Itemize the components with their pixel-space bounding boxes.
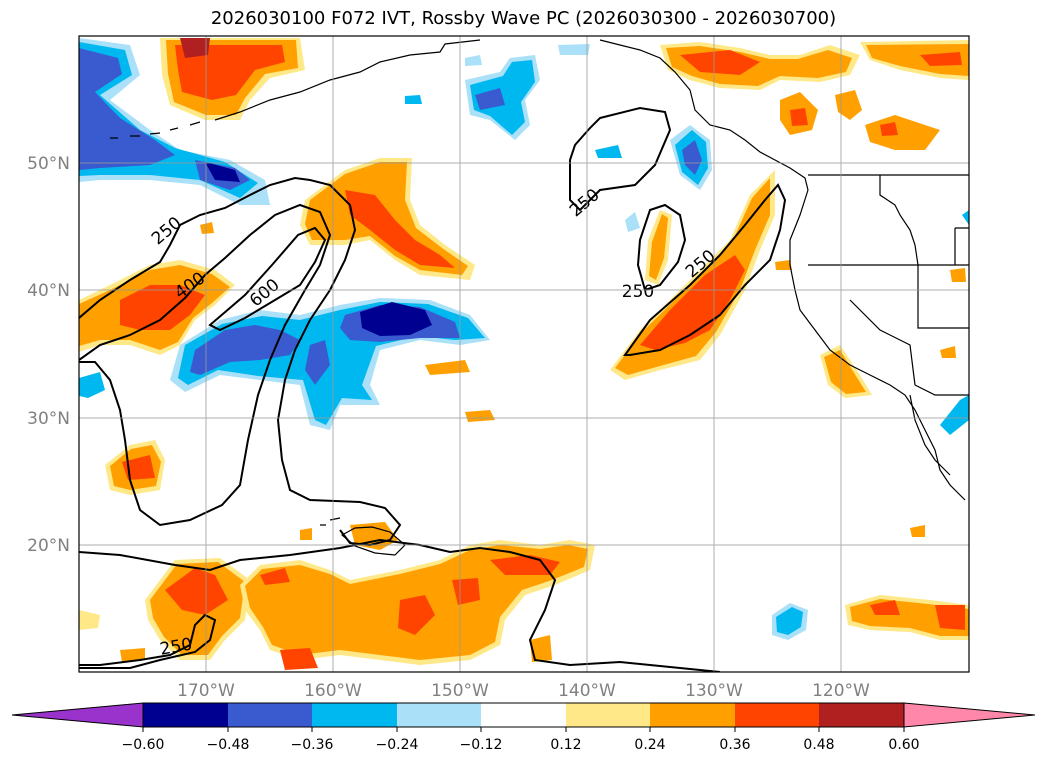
colorbar-tick-label: −0.12 <box>460 737 503 753</box>
lat-label-40n: 40°N <box>27 281 70 301</box>
colorbar-segment <box>397 703 481 727</box>
colorbar-segment <box>143 703 228 727</box>
colorbar-segment <box>566 703 650 727</box>
colorbar-tick-label: −0.24 <box>376 737 419 753</box>
ivt-map-figure: 250 400 600 250 250 250 250 50°N 40°N 30… <box>0 0 1047 765</box>
lon-label-170w: 170°W <box>177 681 235 701</box>
colorbar: −0.60 −0.48 −0.36 −0.24 −0.12 0.12 0.24 … <box>12 703 1035 753</box>
colorbar-segment <box>228 703 312 727</box>
colorbar-segment <box>650 703 735 727</box>
colorbar-tick-label: −0.48 <box>207 737 250 753</box>
lat-label-50n: 50°N <box>27 154 70 174</box>
colorbar-segment <box>735 703 819 727</box>
colorbar-tick-label: 0.24 <box>634 737 665 753</box>
lon-label-160w: 160°W <box>304 681 362 701</box>
colorbar-segment <box>312 703 397 727</box>
colorbar-segment <box>819 703 904 727</box>
lon-label-150w: 150°W <box>431 681 489 701</box>
longitude-labels: 170°W 160°W 150°W 140°W 130°W 120°W <box>177 681 870 701</box>
colorbar-tick-marks <box>143 727 904 732</box>
lon-label-130w: 130°W <box>685 681 743 701</box>
latitude-labels: 50°N 40°N 30°N 20°N <box>27 154 70 556</box>
colorbar-extend-high <box>904 703 1035 727</box>
contour-label-250-east: 250 <box>622 282 654 302</box>
colorbar-tick-label: −0.36 <box>291 737 334 753</box>
lat-label-20n: 20°N <box>27 536 70 556</box>
colorbar-tick-label: 0.60 <box>888 737 919 753</box>
lon-label-140w: 140°W <box>558 681 616 701</box>
lon-label-120w: 120°W <box>812 681 870 701</box>
lat-label-30n: 30°N <box>27 409 70 429</box>
colorbar-extend-low <box>12 703 143 727</box>
colorbar-tick-label: 0.12 <box>550 737 581 753</box>
colorbar-tick-label: 0.36 <box>719 737 750 753</box>
colorbar-tick-label: 0.48 <box>803 737 834 753</box>
colorbar-tick-label: −0.60 <box>122 737 165 753</box>
colorbar-segment <box>481 703 566 727</box>
